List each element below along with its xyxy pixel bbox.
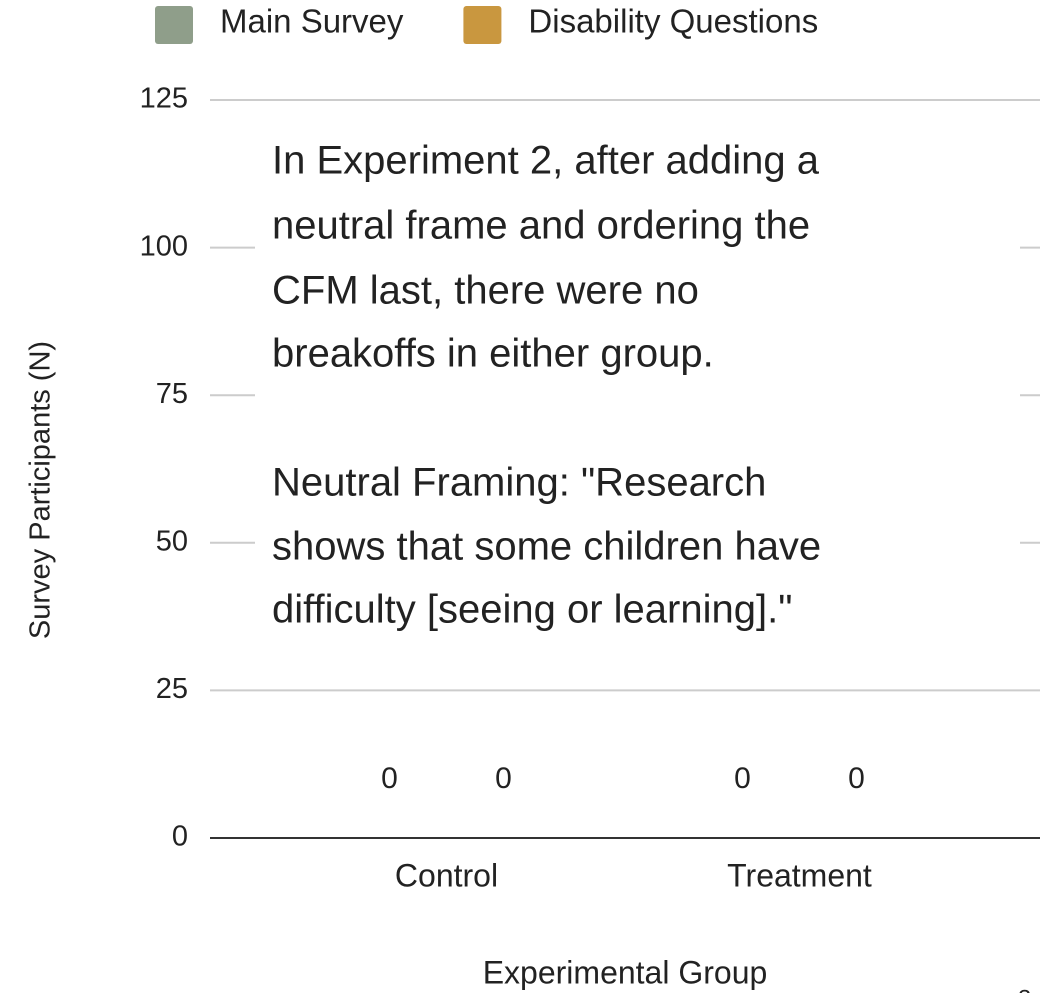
annotation-line: CFM last, there were no [272,269,699,313]
y-tick-label: 50 [156,525,188,557]
legend-label: Disability Questions [528,3,818,40]
value-label: 0 [495,762,512,795]
x-tick-label: Treatment [727,857,872,893]
annotation-line: shows that some children have [272,525,821,569]
annotation-line: neutral frame and ordering the [272,204,810,248]
y-tick-label: 25 [156,673,188,705]
annotation-line: In Experiment 2, after adding a [272,139,820,183]
annotation-line: breakoffs in either group. [272,332,714,376]
y-tick-label: 0 [172,821,188,853]
legend-swatch [463,6,502,44]
y-tick-label: 125 [140,83,188,115]
x-tick-label: Control [395,857,498,893]
y-axis-title: Survey Participants (N) [25,341,57,639]
y-tick-label: 75 [156,378,188,410]
legend-label: Main Survey [220,3,404,40]
annotation-line: difficulty [seeing or learning]." [272,588,792,632]
annotation-box [255,125,1020,660]
page-number: 3 [1018,985,1031,993]
legend-swatch [155,6,193,44]
x-axis-title: Experimental Group [483,954,768,990]
y-tick-label: 100 [140,230,188,262]
value-label: 0 [734,762,751,795]
value-label: 0 [381,762,398,795]
value-label: 0 [848,762,865,795]
annotation-line: Neutral Framing: "Research [272,461,766,505]
